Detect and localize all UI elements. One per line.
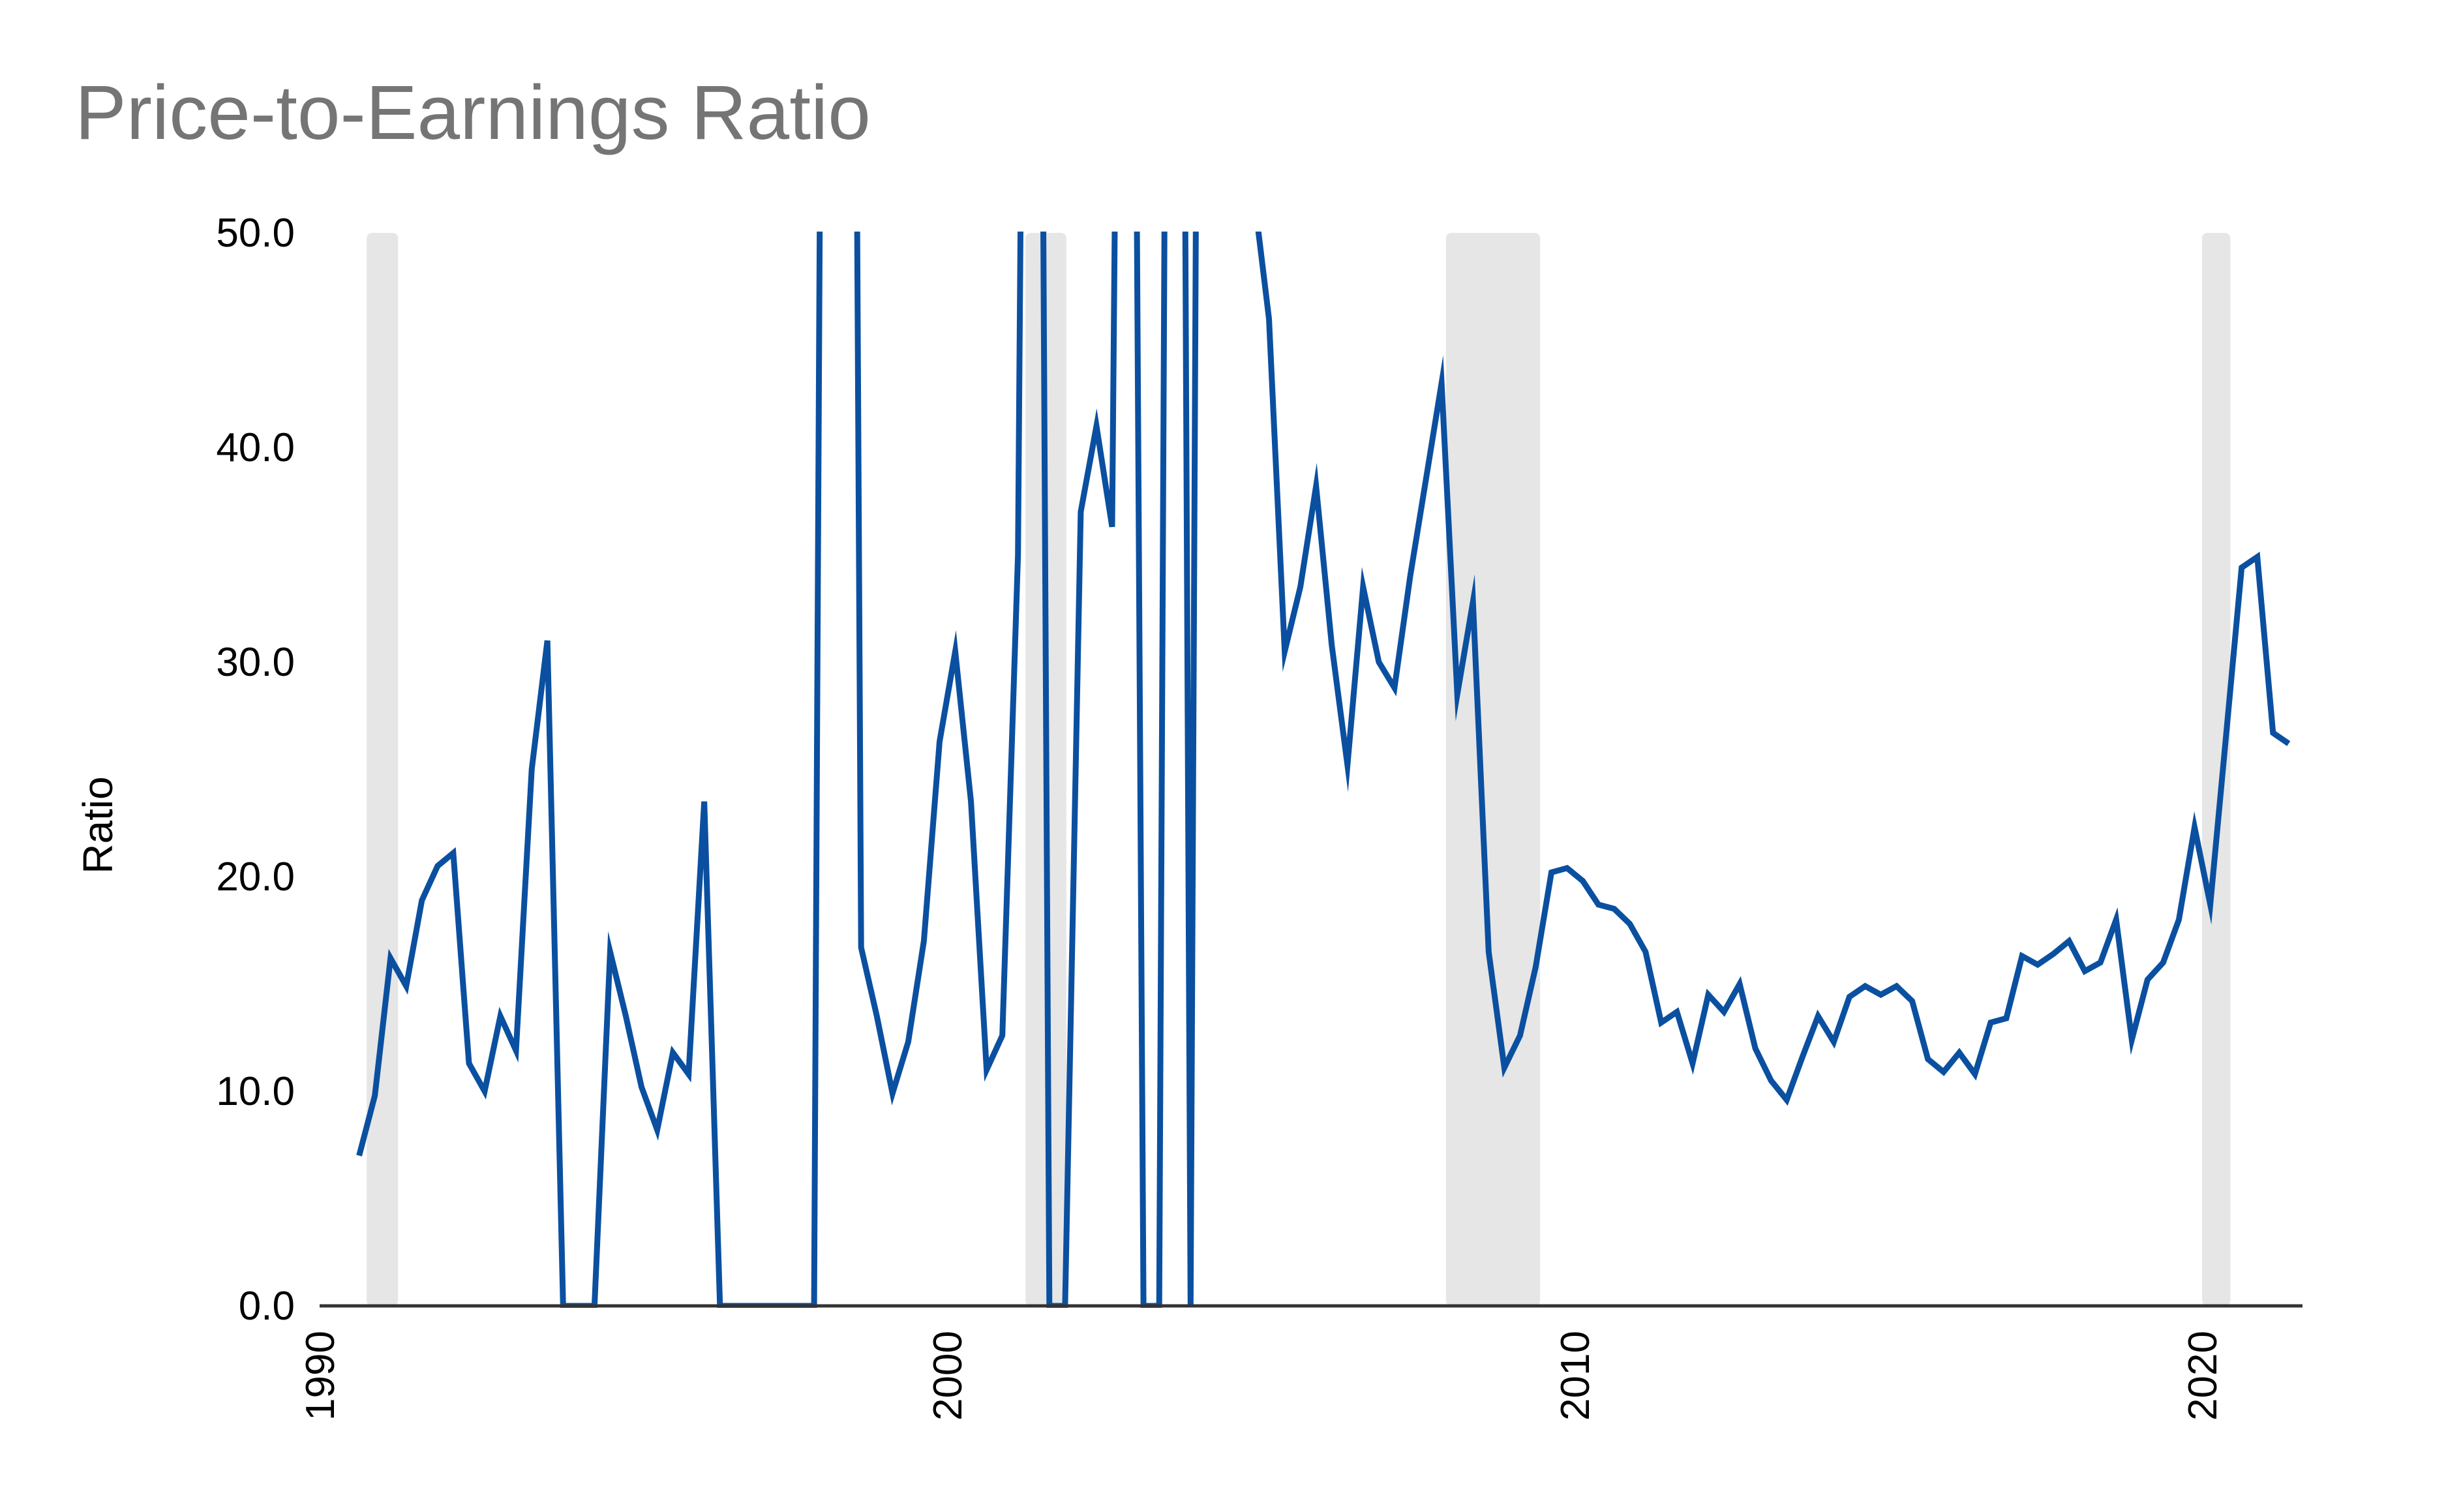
x-tick-label: 1990 — [298, 1331, 343, 1421]
y-axis-title: Ratio — [74, 776, 121, 873]
y-tick-label: 40.0 — [216, 425, 295, 470]
y-tick-label: 50.0 — [216, 211, 295, 256]
y-tick-label: 30.0 — [216, 640, 295, 685]
x-axis-ticks: 1990 2000 2010 2020 — [298, 1331, 2226, 1421]
x-tick-label: 2000 — [926, 1331, 971, 1421]
y-axis-ticks: 0.0 10.0 20.0 30.0 40.0 50.0 — [216, 211, 295, 1329]
x-tick-label: 2020 — [2181, 1331, 2226, 1421]
chart-title: Price-to-Earnings Ratio — [75, 70, 871, 156]
recession-band — [367, 233, 399, 1306]
y-tick-label: 0.0 — [239, 1284, 295, 1329]
x-tick-label: 2010 — [1553, 1331, 1598, 1421]
recession-band — [1445, 233, 1541, 1306]
recession-bands — [367, 233, 2231, 1306]
y-tick-label: 20.0 — [216, 854, 295, 900]
y-tick-label: 10.0 — [216, 1069, 295, 1114]
series-line — [356, 232, 2291, 1308]
series-line-group — [356, 232, 2291, 1308]
recession-band — [2202, 233, 2231, 1306]
